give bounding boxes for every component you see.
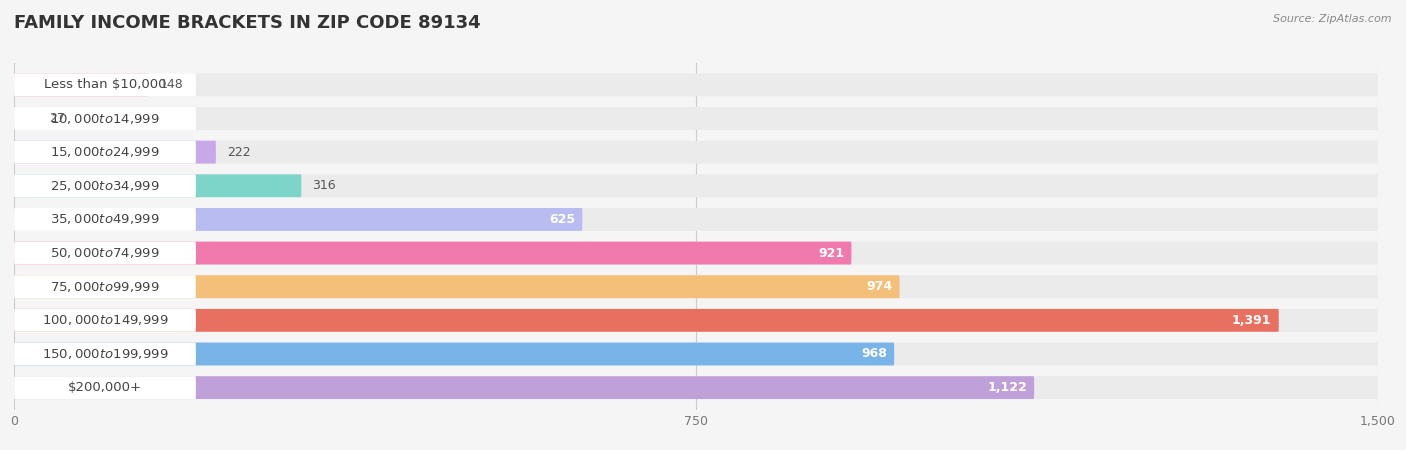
FancyBboxPatch shape — [14, 309, 195, 332]
FancyBboxPatch shape — [14, 107, 38, 130]
Text: 974: 974 — [866, 280, 893, 293]
Text: FAMILY INCOME BRACKETS IN ZIP CODE 89134: FAMILY INCOME BRACKETS IN ZIP CODE 89134 — [14, 14, 481, 32]
Text: Less than $10,000: Less than $10,000 — [44, 78, 166, 91]
FancyBboxPatch shape — [14, 309, 1378, 332]
Text: 148: 148 — [159, 78, 183, 91]
Text: $75,000 to $99,999: $75,000 to $99,999 — [51, 280, 160, 294]
Text: 968: 968 — [860, 347, 887, 360]
FancyBboxPatch shape — [14, 208, 195, 231]
FancyBboxPatch shape — [14, 309, 1279, 332]
FancyBboxPatch shape — [14, 275, 900, 298]
FancyBboxPatch shape — [14, 107, 195, 130]
FancyBboxPatch shape — [14, 275, 1378, 298]
FancyBboxPatch shape — [14, 174, 301, 197]
Text: $50,000 to $74,999: $50,000 to $74,999 — [51, 246, 160, 260]
FancyBboxPatch shape — [14, 174, 195, 197]
FancyBboxPatch shape — [14, 342, 894, 365]
FancyBboxPatch shape — [14, 141, 1378, 164]
FancyBboxPatch shape — [14, 242, 195, 265]
Text: 625: 625 — [548, 213, 575, 226]
Text: $15,000 to $24,999: $15,000 to $24,999 — [51, 145, 160, 159]
FancyBboxPatch shape — [14, 376, 1035, 399]
Text: 1,391: 1,391 — [1232, 314, 1271, 327]
Text: $150,000 to $199,999: $150,000 to $199,999 — [42, 347, 169, 361]
Text: 1,122: 1,122 — [987, 381, 1026, 394]
FancyBboxPatch shape — [14, 174, 1378, 197]
Text: $100,000 to $149,999: $100,000 to $149,999 — [42, 313, 169, 327]
Text: 921: 921 — [818, 247, 844, 260]
FancyBboxPatch shape — [14, 73, 1378, 96]
Text: 27: 27 — [49, 112, 66, 125]
Text: 316: 316 — [312, 179, 336, 192]
Text: $35,000 to $49,999: $35,000 to $49,999 — [51, 212, 160, 226]
FancyBboxPatch shape — [14, 141, 195, 164]
FancyBboxPatch shape — [14, 376, 195, 399]
Text: $25,000 to $34,999: $25,000 to $34,999 — [51, 179, 160, 193]
FancyBboxPatch shape — [14, 242, 852, 265]
Text: $10,000 to $14,999: $10,000 to $14,999 — [51, 112, 160, 126]
FancyBboxPatch shape — [14, 73, 195, 96]
Text: Source: ZipAtlas.com: Source: ZipAtlas.com — [1274, 14, 1392, 23]
Text: 222: 222 — [226, 146, 250, 159]
FancyBboxPatch shape — [14, 342, 195, 365]
FancyBboxPatch shape — [14, 376, 1378, 399]
FancyBboxPatch shape — [14, 73, 149, 96]
Text: $200,000+: $200,000+ — [67, 381, 142, 394]
FancyBboxPatch shape — [14, 275, 195, 298]
FancyBboxPatch shape — [14, 141, 217, 164]
FancyBboxPatch shape — [14, 242, 1378, 265]
FancyBboxPatch shape — [14, 208, 1378, 231]
FancyBboxPatch shape — [14, 208, 582, 231]
FancyBboxPatch shape — [14, 107, 1378, 130]
FancyBboxPatch shape — [14, 342, 1378, 365]
